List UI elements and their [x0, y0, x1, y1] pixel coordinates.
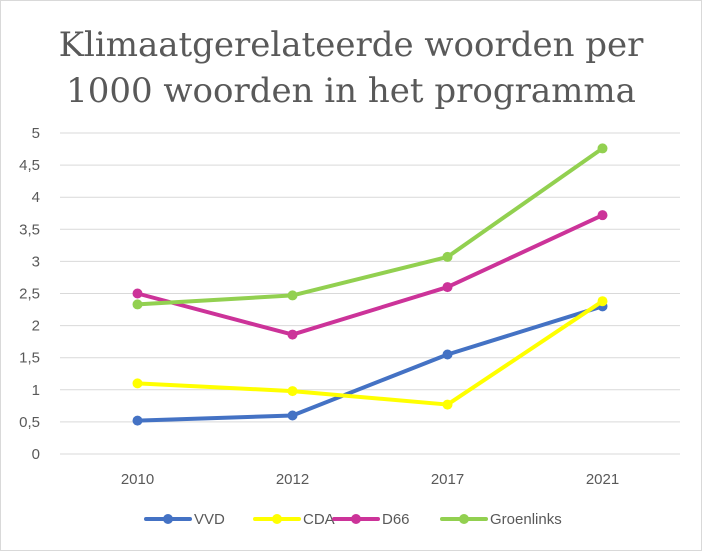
y-tick-label: 0: [32, 446, 40, 463]
y-tick-label: 4,5: [19, 157, 40, 174]
data-point-groenlinks: [597, 143, 608, 154]
data-point-cda: [597, 296, 608, 307]
data-point-vvd: [442, 349, 453, 360]
y-tick-label: 4: [32, 189, 40, 206]
legend-label-d66: D66: [382, 511, 410, 528]
data-point-cda: [287, 386, 298, 397]
data-point-d66: [442, 282, 453, 293]
y-tick-label: 3: [32, 253, 40, 270]
data-point-d66: [597, 210, 608, 221]
legend-marker-d66: [351, 514, 361, 524]
data-point-groenlinks: [132, 299, 143, 310]
series-line-d66: [135, 213, 605, 337]
series-line-groenlinks: [135, 146, 605, 307]
legend-marker-groenlinks: [459, 514, 469, 524]
data-point-vvd: [287, 410, 298, 421]
x-tick-label: 2010: [121, 471, 154, 488]
legend-label-vvd: VVD: [194, 511, 225, 528]
y-tick-label: 5: [32, 125, 40, 142]
legend-label-groenlinks: Groenlinks: [490, 511, 562, 528]
x-tick-label: 2021: [586, 471, 619, 488]
legend-marker-vvd: [163, 514, 173, 524]
chart-title-line-1: Klimaatgerelateerde woorden per: [58, 25, 644, 65]
y-tick-label: 2,5: [19, 286, 40, 303]
data-point-cda: [442, 399, 453, 410]
y-tick-label: 2: [32, 318, 40, 335]
data-point-groenlinks: [442, 251, 453, 262]
y-tick-label: 1,5: [19, 350, 40, 367]
chart-title: Klimaatgerelateerde woorden per 1000 woo…: [0, 22, 702, 114]
data-point-d66: [287, 329, 298, 340]
legend-marker-cda: [272, 514, 282, 524]
y-tick-label: 1: [32, 382, 40, 399]
data-point-vvd: [132, 415, 143, 426]
x-tick-label: 2012: [276, 471, 309, 488]
y-tick-label: 3,5: [19, 221, 40, 238]
y-tick-label: 0,5: [19, 414, 40, 431]
data-point-groenlinks: [287, 290, 298, 301]
data-point-d66: [132, 288, 143, 299]
series-line-vvd: [135, 304, 605, 423]
x-tick-label: 2017: [431, 471, 464, 488]
data-point-cda: [132, 378, 143, 389]
legend-label-cda: CDA: [303, 511, 335, 528]
series-line-cda: [135, 299, 605, 407]
chart-title-line-2: 1000 woorden in het programma: [66, 71, 636, 111]
